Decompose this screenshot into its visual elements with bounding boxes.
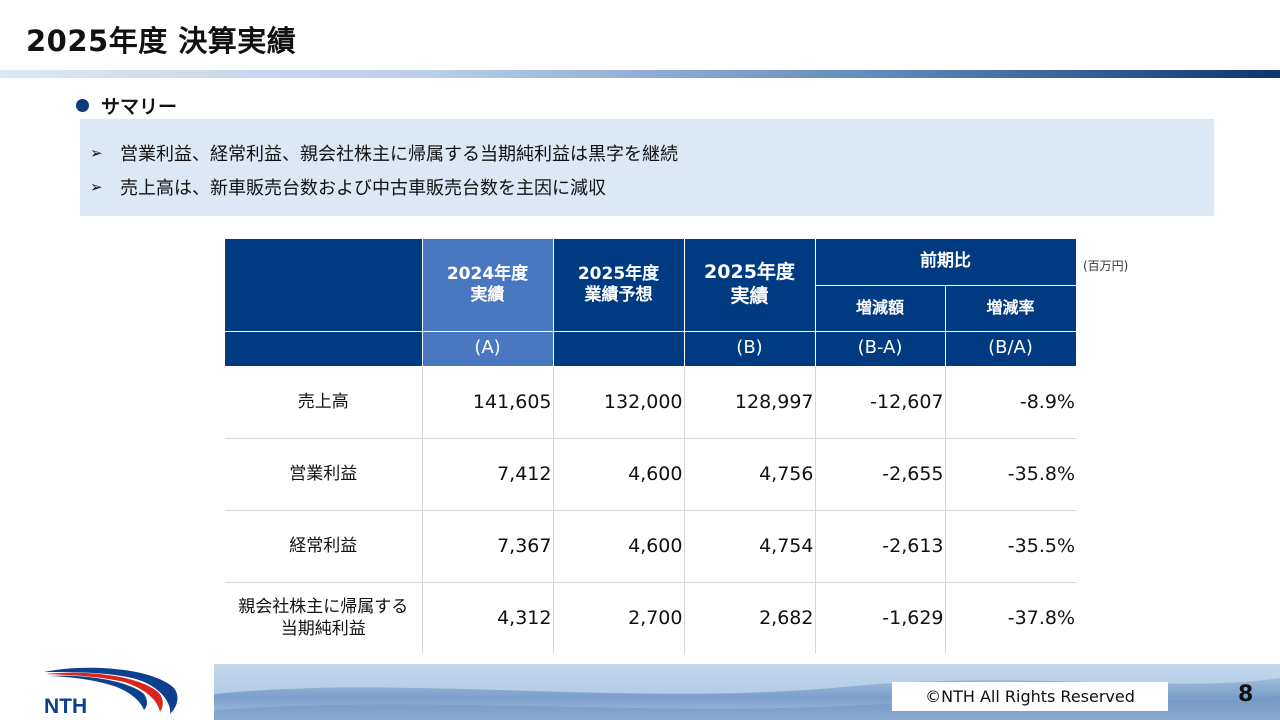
cell-change-amount: -2,613	[815, 510, 946, 583]
row-label: 営業利益	[225, 438, 423, 511]
summary-item: ➢ 売上高は、新車販売台数および中古車販売台数を主因に減収	[90, 174, 606, 200]
bullet-circle-icon	[76, 99, 89, 112]
header-yoy: 前期比	[814, 239, 1077, 286]
table-row: 経常利益 7,367 4,600 4,754 -2,613 -35.5%	[225, 510, 1076, 583]
arrowhead-icon: ➢	[90, 144, 103, 162]
header-line: 実績	[730, 284, 769, 307]
summary-item: ➢ 営業利益、経常利益、親会社株主に帰属する当期純利益は黒字を継続	[90, 140, 678, 166]
cell-change-amount: -2,655	[815, 438, 946, 511]
header-line: 業績予想	[584, 284, 653, 305]
summary-box: ➢ 営業利益、経常利益、親会社株主に帰属する当期純利益は黒字を継続 ➢ 売上高は…	[80, 119, 1214, 216]
cell-fy2025-actual: 4,754	[684, 510, 816, 583]
logo-text: NTH	[44, 695, 87, 718]
cell-forecast: 4,600	[553, 438, 685, 511]
header-code-empty	[225, 330, 423, 367]
cell-fy2024-actual: 7,412	[422, 438, 554, 511]
cell-fy2024-actual: 141,605	[422, 366, 554, 439]
nth-logo: NTH	[40, 664, 185, 720]
header-code-b-over-a: (B/A)	[944, 330, 1077, 367]
section-label: サマリー	[101, 96, 178, 118]
page-title: 2025年度 決算実績	[26, 24, 297, 58]
page-number: 8	[1238, 682, 1254, 707]
cell-fy2025-actual: 128,997	[684, 366, 816, 439]
header-item-cell	[225, 239, 423, 332]
cell-forecast: 2,700	[553, 582, 685, 654]
summary-text: 売上高は、新車販売台数および中古車販売台数を主因に減収	[120, 178, 606, 199]
row-label: 親会社株主に帰属する 当期純利益	[225, 582, 423, 654]
header-code-b-minus-a: (B-A)	[814, 330, 946, 367]
copyright-notice: ©NTH All Rights Reserved	[892, 682, 1168, 711]
header-line: 2025年度	[577, 263, 660, 284]
row-label-line: 経常利益	[289, 535, 358, 556]
unit-label: (百万円)	[1083, 259, 1129, 273]
summary-text: 営業利益、経常利益、親会社株主に帰属する当期純利益は黒字を継続	[120, 144, 678, 165]
cell-fy2025-actual: 4,756	[684, 438, 816, 511]
cell-change-rate: -35.8%	[945, 438, 1076, 511]
row-label-line: 売上高	[297, 391, 349, 412]
header-code-empty	[552, 330, 685, 367]
row-label-line: 営業利益	[289, 463, 358, 484]
cell-change-rate: -35.5%	[945, 510, 1076, 583]
header-fy2024-actual: 2024年度 実績	[421, 239, 554, 332]
arrowhead-icon: ➢	[90, 178, 103, 196]
header-fy2025-forecast: 2025年度 業績予想	[552, 239, 685, 332]
nth-logo-mark: NTH	[44, 667, 178, 718]
cell-fy2025-actual: 2,682	[684, 582, 816, 654]
row-label-line: 親会社株主に帰属する	[238, 597, 409, 618]
title-underline-bar	[0, 70, 1280, 78]
cell-fy2024-actual: 4,312	[422, 582, 554, 654]
cell-forecast: 132,000	[553, 366, 685, 439]
section-heading: サマリー	[76, 92, 177, 119]
cell-forecast: 4,600	[553, 510, 685, 583]
header-line: 実績	[470, 284, 505, 305]
header-line: 2025年度	[704, 261, 795, 283]
header-fy2025-actual: 2025年度 実績	[683, 239, 816, 332]
header-change-rate: 増減率	[944, 284, 1077, 332]
table-row: 営業利益 7,412 4,600 4,756 -2,655 -35.8%	[225, 438, 1076, 511]
table-row: 親会社株主に帰属する 当期純利益 4,312 2,700 2,682 -1,62…	[225, 582, 1076, 654]
cell-fy2024-actual: 7,367	[422, 510, 554, 583]
header-change-amount: 増減額	[814, 284, 946, 332]
cell-change-rate: -8.9%	[945, 366, 1076, 439]
row-label-line: 当期純利益	[280, 619, 366, 640]
cell-change-rate: -37.8%	[1007, 607, 1075, 630]
table-row: 売上高 141,605 132,000 128,997 -12,607 -8.9…	[225, 366, 1076, 439]
cell-change-amount: -1,629	[815, 582, 946, 654]
row-label: 経常利益	[225, 510, 423, 583]
header-code-a: (A)	[421, 330, 554, 367]
header-code-b: (B)	[683, 330, 816, 367]
cell-change-amount: -12,607	[815, 366, 946, 439]
header-line: 2024年度	[446, 263, 529, 284]
row-label: 売上高	[225, 366, 423, 439]
results-table: 2024年度 実績 2025年度 業績予想 2025年度 実績 前期比 増減額 …	[225, 239, 1077, 654]
